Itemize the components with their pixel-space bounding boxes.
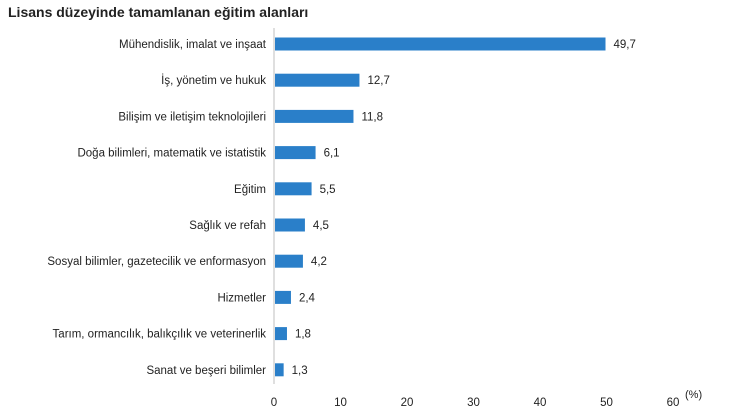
bar [275,146,316,160]
bar [275,363,284,377]
bar [275,218,305,232]
value-label: 12,7 [367,75,389,87]
category-label: Mühendislik, imalat ve inşaat [119,39,267,51]
value-label: 1,8 [295,329,311,341]
value-label: 4,2 [311,256,327,268]
value-label: 2,4 [299,292,316,304]
value-label: 49,7 [614,39,636,51]
category-label: Sağlık ve refah [189,220,266,232]
category-label: Doğa bilimleri, matematik ve istatistik [77,148,266,160]
category-label: Sanat ve beşeri bilimler [146,365,266,377]
bar [275,327,287,341]
x-tick-label: 50 [600,397,613,407]
bar [275,37,606,51]
bar [275,182,312,196]
x-unit-label: (%) [685,389,702,401]
category-label: Tarım, ormancılık, balıkçılık ve veterin… [53,329,267,341]
category-label: Bilişim ve iletişim teknolojileri [118,111,266,123]
x-tick-label: 40 [534,397,547,407]
x-tick-label: 20 [401,397,414,407]
x-tick-label: 30 [467,397,480,407]
chart-title: Lisans düzeyinde tamamlanan eğitim alanl… [8,4,309,20]
value-label: 1,3 [292,365,308,377]
value-label: 4,5 [313,220,329,232]
category-label: Eğitim [234,184,266,196]
value-label: 6,1 [324,148,340,160]
value-label: 11,8 [361,111,383,123]
x-tick-label: 0 [271,397,277,407]
bar [275,109,354,123]
bar [275,290,291,304]
category-label: İş, yönetim ve hukuk [161,74,266,87]
bar [275,73,360,87]
category-label: Sosyal bilimler, gazetecilik ve enformas… [47,256,266,268]
category-label: Hizmetler [217,292,266,304]
value-label: 5,5 [320,184,336,196]
x-tick-label: 10 [334,397,347,407]
x-tick-label: 60 [667,397,680,407]
bar [275,254,303,268]
